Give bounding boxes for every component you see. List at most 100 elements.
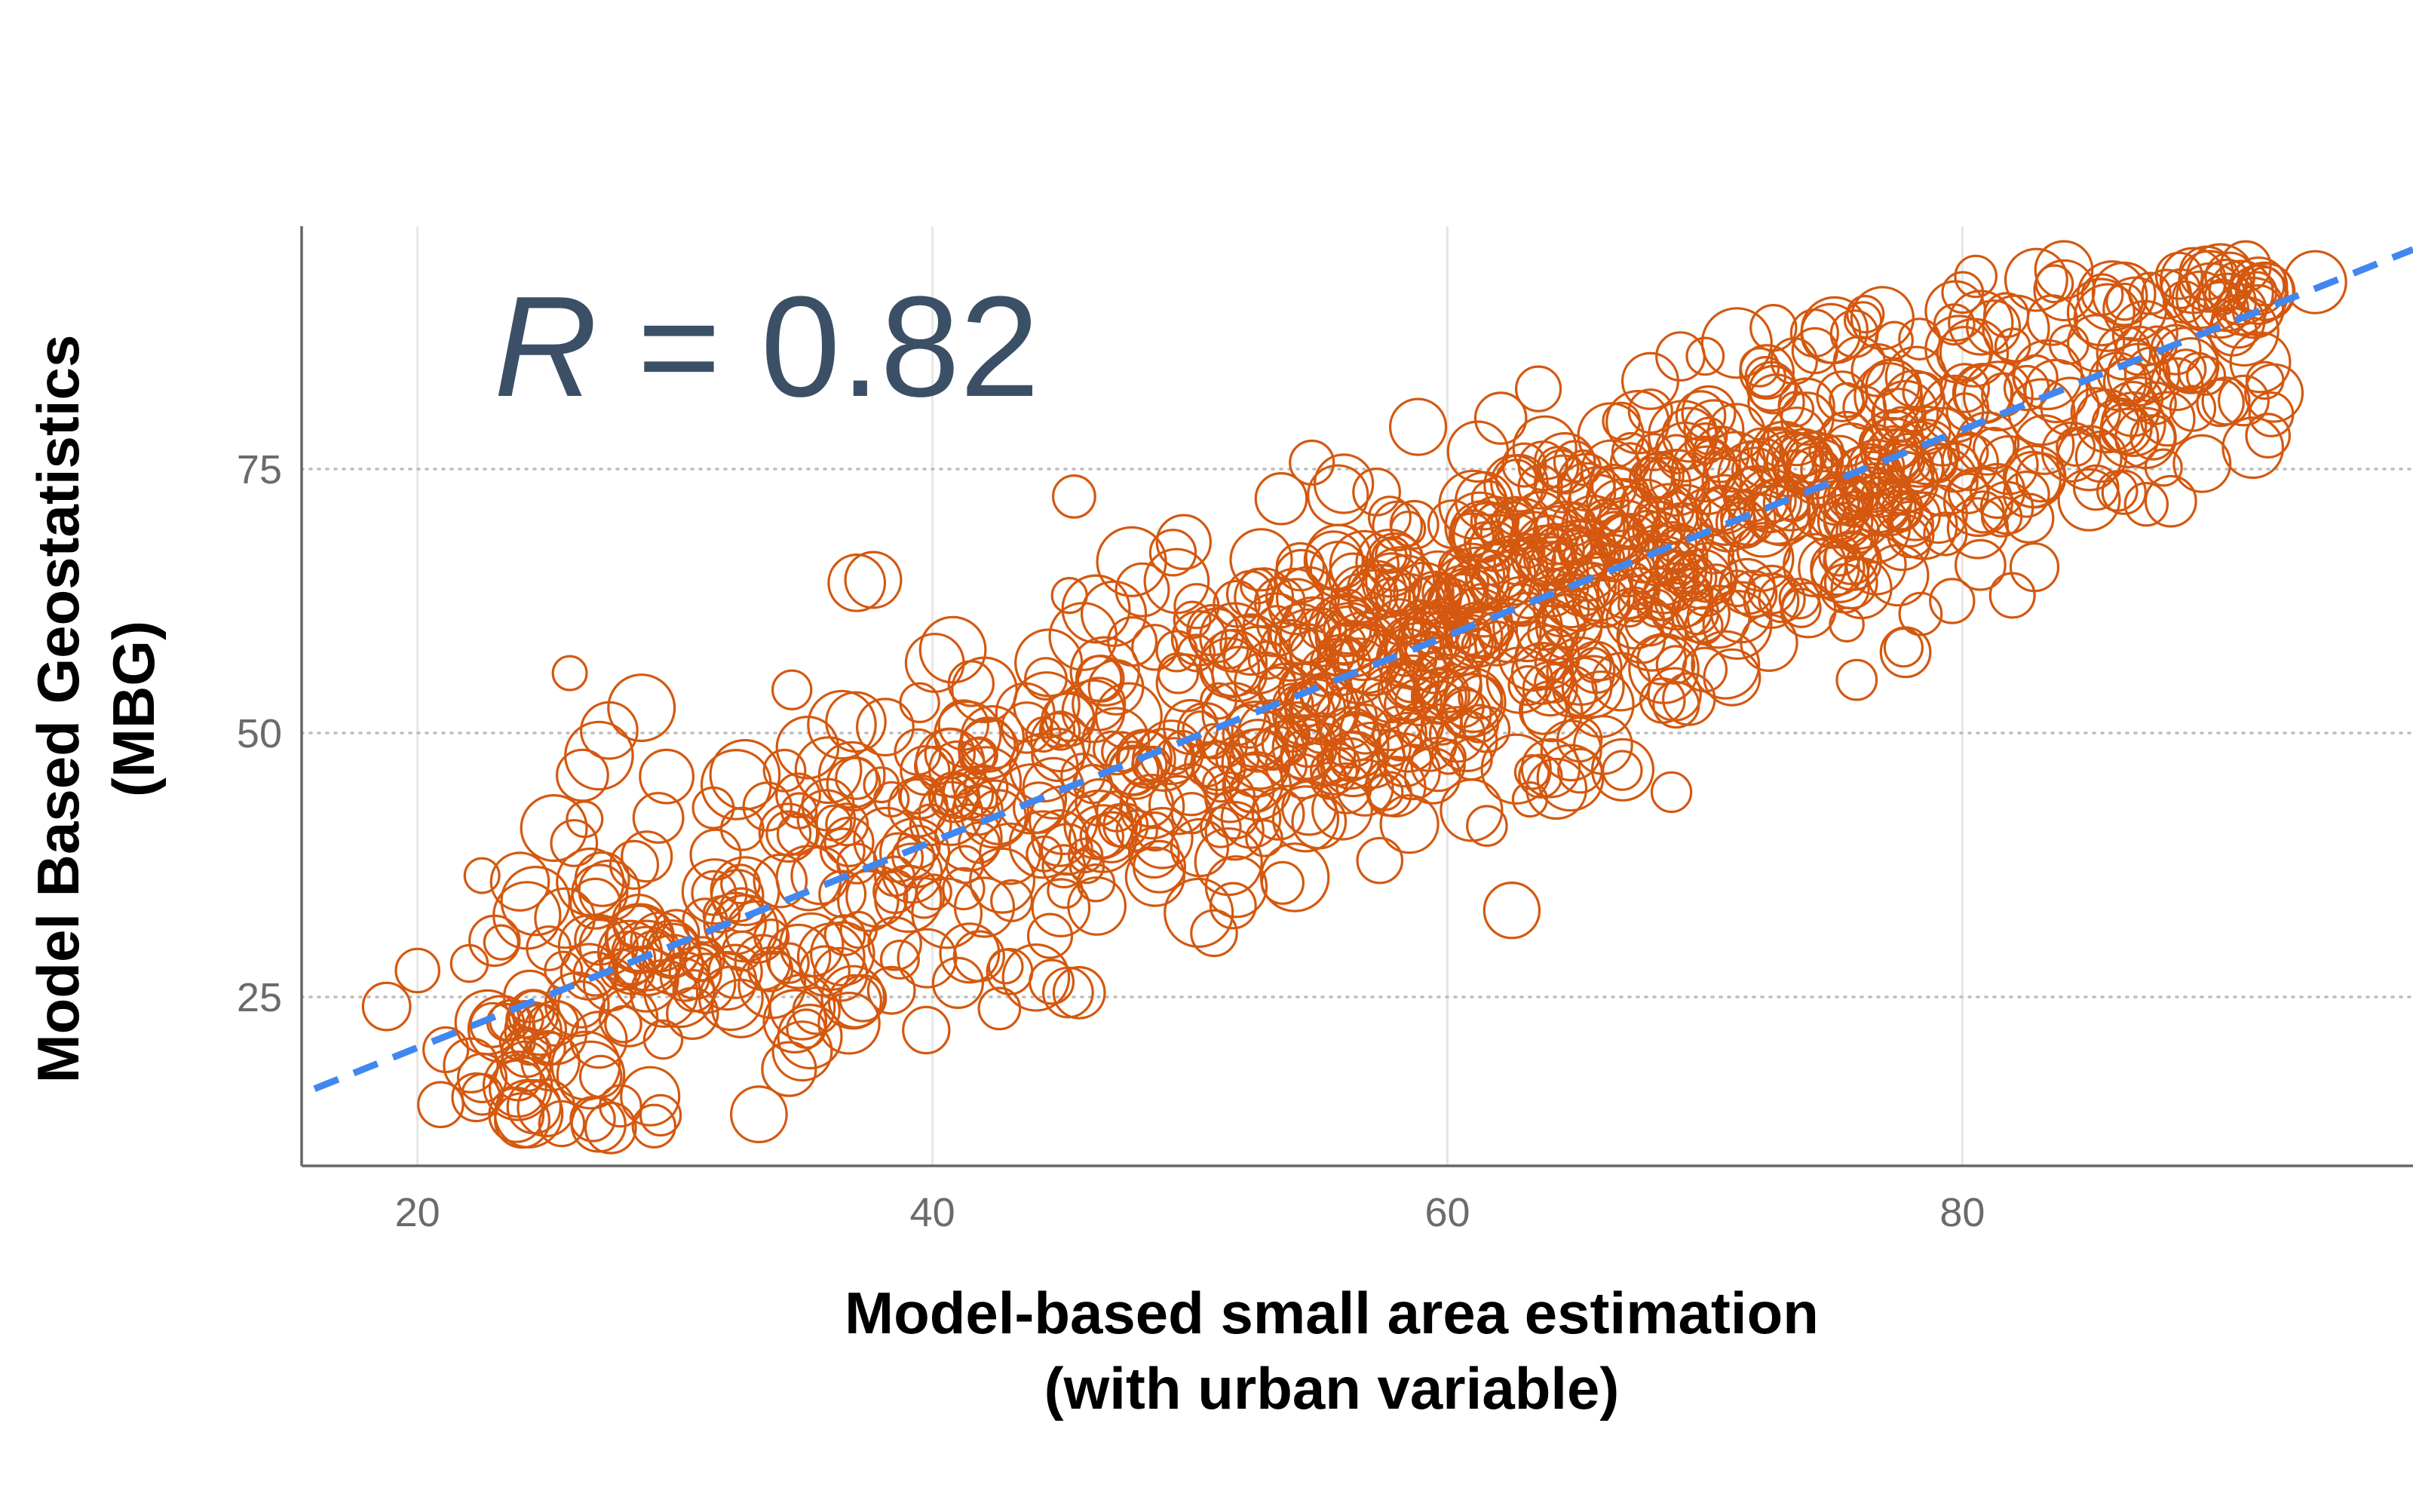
data-point	[1228, 728, 1291, 790]
data-point	[1190, 909, 1238, 958]
y-tick-label: 50	[237, 711, 282, 756]
data-point	[1696, 563, 1737, 604]
data-point	[1816, 370, 1869, 422]
data-point	[500, 865, 571, 937]
data-point	[1700, 307, 1773, 379]
data-point	[609, 839, 660, 891]
data-point	[1480, 733, 1552, 805]
data-point	[1948, 290, 2014, 356]
data-point	[1131, 807, 1194, 869]
data-point	[1681, 385, 1737, 440]
data-point	[2201, 376, 2251, 426]
data-point	[1449, 499, 1518, 569]
data-point	[1384, 744, 1441, 801]
data-point	[844, 551, 903, 609]
axes-layer	[300, 226, 2413, 1167]
data-point	[762, 748, 807, 793]
y-tick-label: 25	[237, 975, 282, 1020]
data-point	[1435, 667, 1507, 738]
data-point	[1729, 569, 1778, 618]
data-point	[1313, 453, 1375, 514]
data-point	[1877, 479, 1914, 516]
data-point	[1101, 731, 1142, 773]
data-point	[703, 891, 767, 955]
data-point	[1447, 559, 1501, 612]
data-point	[1652, 680, 1700, 729]
data-point	[1031, 878, 1091, 938]
data-point	[899, 682, 940, 724]
data-point	[899, 774, 945, 820]
data-point	[1664, 552, 1713, 601]
data-point	[461, 1072, 504, 1116]
data-point	[621, 830, 673, 883]
data-point	[1893, 419, 1960, 486]
data-point	[1830, 557, 1893, 620]
data-point	[1347, 563, 1416, 633]
data-point	[2218, 374, 2270, 427]
data-point	[1750, 420, 1818, 488]
data-point	[1008, 732, 1079, 803]
data-point	[1517, 535, 1590, 608]
data-point	[807, 689, 877, 760]
data-point	[1744, 355, 1787, 398]
data-point	[796, 922, 866, 991]
data-point	[1402, 605, 1472, 675]
data-point	[580, 701, 639, 760]
data-point	[2221, 416, 2285, 480]
data-point	[1274, 548, 1329, 603]
data-point	[534, 887, 596, 949]
data-point	[1510, 511, 1559, 561]
data-point	[1076, 655, 1125, 703]
data-point	[1219, 613, 1283, 676]
data-point	[1371, 538, 1408, 575]
data-point	[1014, 628, 1084, 698]
data-point	[2172, 434, 2232, 493]
data-point	[1994, 327, 2031, 365]
data-point	[702, 895, 741, 934]
data-point	[1199, 602, 1270, 673]
data-point	[1882, 443, 1935, 495]
data-point	[1533, 432, 1596, 495]
data-point	[1041, 692, 1096, 747]
data-point	[888, 776, 949, 838]
data-point	[1390, 511, 1427, 547]
data-point	[1602, 750, 1643, 791]
y-axis-title-line-2: (MBG)	[100, 621, 167, 797]
data-point	[1203, 771, 1256, 823]
data-point	[1486, 646, 1554, 714]
data-point	[855, 698, 915, 757]
data-point	[1052, 965, 1106, 1020]
data-point	[720, 863, 762, 905]
data-point	[815, 804, 853, 842]
data-point	[879, 939, 920, 980]
data-point	[942, 866, 986, 911]
data-point	[1061, 574, 1131, 644]
data-point	[1720, 489, 1777, 546]
data-point	[2080, 273, 2124, 317]
data-point	[819, 827, 866, 874]
data-point	[1355, 528, 1424, 598]
data-point	[422, 1026, 470, 1074]
data-point	[1388, 397, 1448, 456]
data-point	[2144, 474, 2197, 528]
data-point	[1758, 426, 1799, 468]
data-point	[2003, 364, 2050, 412]
x-tick-label: 60	[1424, 1190, 1470, 1235]
data-point	[1818, 410, 1875, 468]
data-point	[1605, 389, 1670, 455]
data-point	[550, 1030, 621, 1101]
data-point	[2102, 276, 2168, 342]
data-point	[2154, 251, 2203, 300]
data-point	[1844, 301, 1883, 340]
data-point	[2149, 357, 2204, 412]
y-axis-title-line-1: Model Based Geostatistics	[25, 335, 91, 1084]
data-point	[1375, 598, 1424, 646]
data-point	[1001, 701, 1053, 754]
data-point	[1924, 280, 1987, 342]
data-point	[1115, 728, 1173, 786]
data-point	[1864, 425, 1924, 485]
data-point	[928, 771, 981, 823]
data-point	[730, 1085, 788, 1144]
data-point	[1585, 466, 1652, 533]
data-point	[2002, 444, 2067, 509]
